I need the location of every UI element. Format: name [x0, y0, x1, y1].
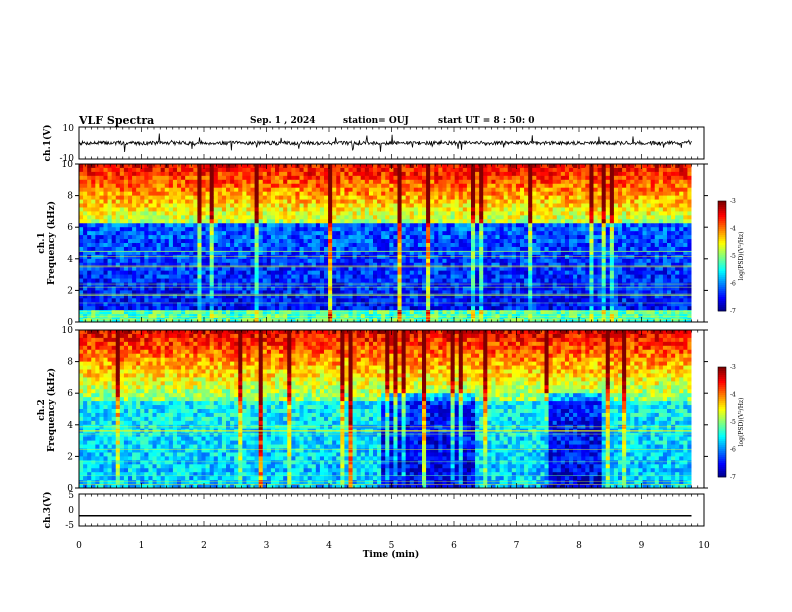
- time-tick-label: 10: [698, 541, 710, 551]
- ch1-ytick-bottom: -10: [60, 154, 75, 164]
- ch3-waveform-ylabel: ch.3(V): [42, 492, 53, 529]
- time-tick-label: 8: [576, 541, 582, 551]
- spec1-yticks-label: 6: [67, 223, 73, 233]
- spec1-yticks-label: 10: [62, 160, 74, 170]
- spec2-yticks-label: 0: [67, 484, 73, 494]
- spec1-yticks-label: 2: [67, 286, 73, 296]
- time-tick-label: 3: [264, 541, 270, 551]
- ch2-spectrogram-yticks: 0 2 4 6 8 10: [62, 326, 708, 494]
- ch2-colorbar: -3 -4 -5 -6 -7 log(PSD)(V²/Hz): [717, 364, 745, 481]
- time-tick-label: 9: [639, 541, 645, 551]
- ch1-spectrogram-ylabel-line2: Frequency (kHz): [46, 201, 57, 285]
- colorbar-label: log(PSD)(V²/Hz): [738, 232, 745, 281]
- station-label: station= OUJ: [343, 116, 409, 126]
- figure-title: VLF Spectra: [78, 114, 154, 127]
- ch1-colorbar: -3 -4 -5 -6 -7 log(PSD)(V²/Hz): [717, 198, 745, 315]
- ch2-spectrogram-panel: 0 2 4 6 8 10 ch.2 Frequency (kHz) -3 -4 -5 -6 -7 l…: [37, 326, 745, 494]
- time-tick-label: 0: [76, 541, 82, 551]
- ch2-spectrogram-heatmap: [79, 330, 704, 489]
- time-tick-label: 4: [326, 541, 332, 551]
- ch1-spectrogram-heatmap: [79, 164, 704, 323]
- spec2-yticks-label: 6: [67, 389, 73, 399]
- spec2-yticks-label: 8: [67, 358, 73, 368]
- ch3-ytick-mid: 0: [68, 506, 74, 516]
- spec2-yticks-label: 10: [62, 326, 74, 336]
- ch1-ytick-top: 10: [63, 124, 75, 134]
- ch1-waveform-ylabel: ch.1(V): [42, 125, 53, 162]
- ch1-waveform-panel: 10 -10 ch.1(V): [42, 124, 705, 164]
- colorbar-tick: -3: [730, 198, 736, 205]
- colorbar-tick: -5: [730, 419, 736, 426]
- colorbar-tick: -6: [730, 447, 736, 454]
- colorbar-tick: -4: [730, 226, 736, 233]
- ch1-spectrogram-panel: 0 2 4 6 8 10 ch.1 Frequency (kHz) -3 -4 -5 -6 -7 l…: [37, 160, 745, 328]
- colorbar-tick: -3: [730, 364, 736, 371]
- spec1-yticks-label: 0: [67, 318, 73, 328]
- ch1-waveform-trace: [78, 133, 692, 153]
- time-tick-label: 2: [201, 541, 207, 551]
- colorbar-tick: -7: [730, 474, 736, 481]
- colorbar-tick: -6: [730, 281, 736, 288]
- time-tick-label: 1: [139, 541, 145, 551]
- ch1-spectrogram-yticks: 0 2 4 6 8 10: [62, 160, 708, 328]
- date-label: Sep. 1 , 2024: [250, 116, 316, 126]
- ch2-spectrogram-ylabel-line1: ch.2: [37, 399, 47, 420]
- colorbar-tick: -4: [730, 392, 736, 399]
- ch1-waveform-line: [78, 133, 692, 153]
- spec1-yticks-label: 4: [67, 255, 73, 265]
- colorbar-tick: -5: [730, 253, 736, 260]
- ch2-spectrogram-ylabel-line2: Frequency (kHz): [46, 368, 57, 452]
- time-tick-label: 6: [451, 541, 457, 551]
- time-axis-ticks: 0 1 2 3 4 5 6 7 8 9 10: [76, 127, 710, 551]
- time-tick-label: 5: [389, 541, 395, 551]
- spec2-yticks-label: 4: [67, 421, 73, 431]
- start-time-label: start UT = 8 : 50: 0: [438, 116, 535, 126]
- time-axis-label: Time (min): [363, 549, 420, 560]
- spec2-yticks-label: 2: [67, 452, 73, 462]
- ch1-spectrogram-ylabel-line1: ch.1: [37, 232, 47, 253]
- colorbar-label: log(PSD)(V²/Hz): [738, 398, 745, 447]
- ch3-ytick-top: 5: [68, 491, 74, 501]
- spec1-yticks-label: 8: [67, 192, 73, 202]
- ch3-ytick-bottom: -5: [65, 521, 74, 531]
- colorbar-tick: -7: [730, 308, 736, 315]
- time-tick-label: 7: [514, 541, 520, 551]
